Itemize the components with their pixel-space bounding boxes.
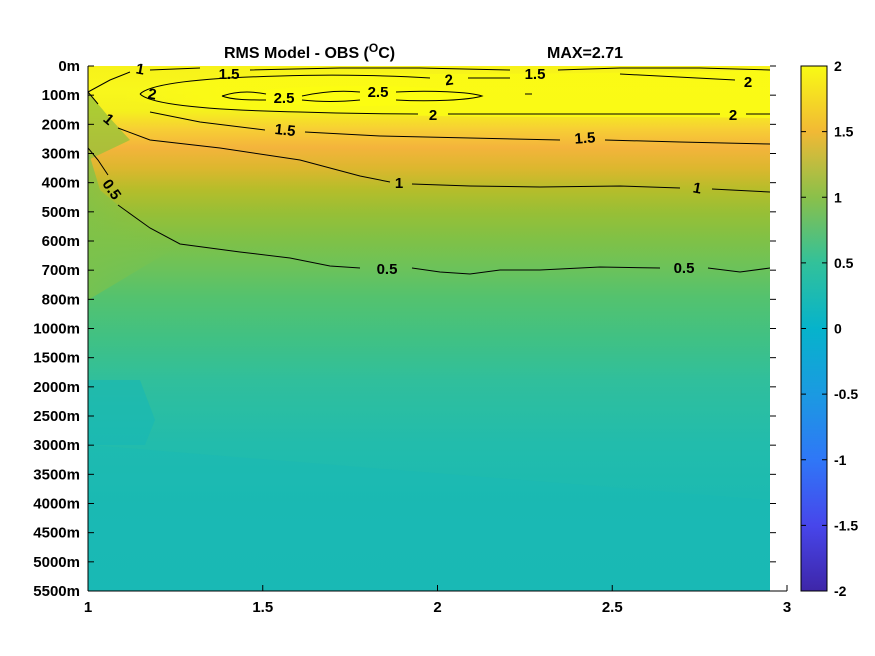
contour-label: 0.5 (377, 261, 398, 278)
y-tick-label: 100m (42, 87, 80, 104)
title-unit-superscript: O (369, 41, 378, 55)
contour-label: 1 (135, 60, 146, 78)
contour-label: 2 (444, 71, 455, 89)
colorbar-tick-label: -1 (834, 452, 847, 468)
y-tick-label: 600m (42, 233, 80, 250)
contour-2 (139, 93, 419, 115)
y-axis-ticks: 0m 100m 200m 300m 400m 500m 600m 700m 800m 1000m 1… (33, 58, 94, 600)
contour-1 (117, 127, 391, 183)
y-tick-label: 400m (42, 175, 80, 192)
contour-1.5 (249, 67, 511, 71)
contour-1.5 (557, 67, 770, 71)
x-tick-label: 2.5 (602, 599, 623, 616)
contour-2.5 (395, 90, 484, 102)
contour-2.5 (301, 90, 361, 97)
y-tick-label: 0m (58, 58, 80, 75)
x-tick-label: 1.5 (252, 599, 273, 616)
contour-1 (711, 188, 770, 193)
contour-label: 0.5 (674, 260, 695, 277)
colorbar: 2 1.5 1 0.5 0 -0.5 -1 -1.5 -2 (800, 58, 858, 599)
contour-label: 1.5 (219, 66, 240, 83)
contour-2.5 (221, 91, 267, 97)
contour-label: 1.5 (274, 121, 297, 140)
heatmap-field (88, 66, 770, 591)
y-tick-label: 5500m (33, 583, 80, 600)
colorbar-tick-label: -1.5 (834, 517, 858, 533)
contour-1.5 (149, 111, 266, 131)
contour-2.5 (221, 95, 267, 101)
contour-1 (88, 71, 131, 93)
colorbar-tick-label: 0.5 (834, 255, 854, 271)
contour-1 (88, 91, 99, 105)
contour-label: 2.5 (274, 90, 295, 107)
x-tick-label: 2 (433, 599, 441, 616)
contour-0.5 (411, 266, 661, 275)
contour-label: 1.5 (574, 129, 596, 147)
colorbar-tick-label: -2 (834, 583, 847, 599)
contour-label: 1.5 (525, 66, 546, 83)
y-tick-label: 2500m (33, 408, 80, 425)
contour-0.5 (117, 204, 361, 269)
contour-labels: 1 1.5 2 1.5 2 2 2.5 2.5 2 2 1 1.5 1.5 1 … (98, 60, 752, 278)
contour-1.5 (304, 131, 561, 141)
y-tick-label: 1000m (33, 321, 80, 338)
x-tick-label: 1 (84, 599, 92, 616)
max-value-label: MAX=2.71 (547, 45, 623, 62)
y-tick-label: 200m (42, 116, 80, 133)
contour-0.5 (707, 267, 770, 273)
contour-label: 1 (692, 179, 703, 197)
contour-2.5 (301, 99, 361, 102)
colorbar-tick-label: -0.5 (834, 386, 858, 402)
colorbar-tick-label: 1 (834, 189, 842, 205)
y-tick-label: 500m (42, 204, 80, 221)
y-tick-label: 4000m (33, 496, 80, 513)
contour-2 (139, 74, 431, 95)
contour-label: 1 (395, 175, 403, 192)
contour-label: 2 (744, 74, 752, 91)
contour-1.5 (604, 139, 770, 145)
y-tick-label: 2000m (33, 379, 80, 396)
colorbar-tick-label: 1.5 (834, 124, 854, 140)
y-tick-label: 800m (42, 291, 80, 308)
y-tick-label: 3500m (33, 466, 80, 483)
x-axis-ticks: 1 1.5 2 2.5 3 (84, 585, 791, 616)
contour-label: 2 (729, 107, 737, 124)
contour-label: 2 (147, 85, 158, 103)
y-tick-label: 700m (42, 262, 80, 279)
y-tick-label: 300m (42, 146, 80, 163)
contour-2 (619, 73, 736, 81)
chart-title: RMS Model - OBS (OC) (224, 41, 395, 62)
contour-1 (411, 183, 681, 189)
y-tick-label: 4500m (33, 525, 80, 542)
x-tick-label: 3 (783, 599, 791, 616)
contour-1 (149, 67, 201, 71)
y-axis-right-ticks (770, 65, 776, 592)
contour-lines (88, 67, 770, 275)
colorbar-tick-label: 0 (834, 321, 842, 337)
colorbar-tick-label: 2 (834, 58, 842, 74)
y-tick-label: 1500m (33, 350, 80, 367)
y-tick-label: 5000m (33, 554, 80, 571)
colorbar-ticks: 2 1.5 1 0.5 0 -0.5 -1 -1.5 -2 (801, 58, 858, 599)
contour-0.5 (88, 147, 109, 176)
contour-label: 2 (429, 107, 437, 124)
y-tick-label: 3000m (33, 437, 80, 454)
contour-label: 2.5 (368, 84, 389, 101)
